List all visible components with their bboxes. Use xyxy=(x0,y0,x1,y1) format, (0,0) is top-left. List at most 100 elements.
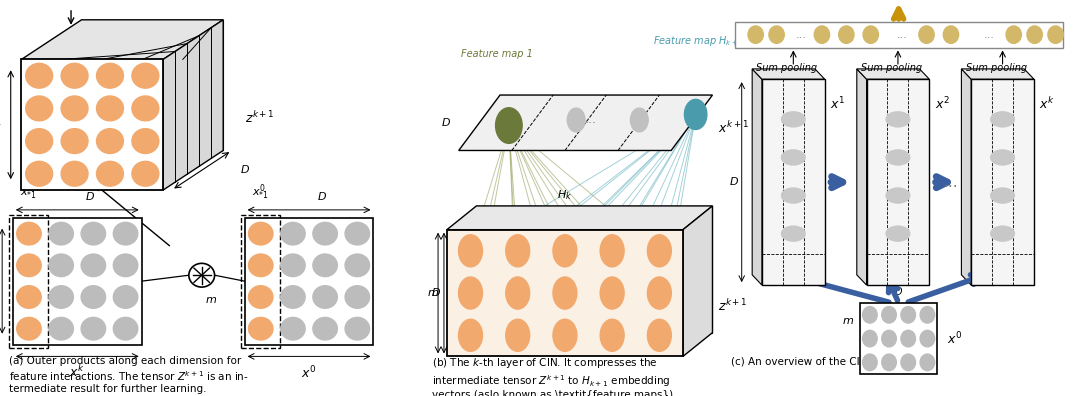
Circle shape xyxy=(61,63,88,88)
Circle shape xyxy=(249,318,273,340)
Circle shape xyxy=(26,96,53,121)
Circle shape xyxy=(49,318,73,340)
Circle shape xyxy=(505,235,530,267)
Circle shape xyxy=(281,222,305,245)
Polygon shape xyxy=(752,69,825,79)
Circle shape xyxy=(249,222,273,245)
Ellipse shape xyxy=(599,298,626,306)
Ellipse shape xyxy=(781,225,806,242)
Text: (a) Outer products along each dimension for
feature interactions. The tensor $Z^: (a) Outer products along each dimension … xyxy=(9,356,248,394)
Circle shape xyxy=(882,354,896,371)
Circle shape xyxy=(631,108,648,132)
Circle shape xyxy=(882,330,896,347)
Circle shape xyxy=(553,319,577,351)
Text: m: m xyxy=(842,316,853,326)
Circle shape xyxy=(647,319,672,351)
Circle shape xyxy=(82,254,105,276)
Circle shape xyxy=(97,63,123,88)
Bar xyxy=(971,79,1034,285)
Circle shape xyxy=(132,161,159,186)
Circle shape xyxy=(61,129,88,154)
Text: $H_k$: $H_k$ xyxy=(0,118,2,131)
Circle shape xyxy=(61,96,88,121)
Ellipse shape xyxy=(990,187,1015,204)
Circle shape xyxy=(132,96,159,121)
Circle shape xyxy=(882,307,896,323)
Text: $x^0_{*1}$: $x^0_{*1}$ xyxy=(252,183,269,202)
Ellipse shape xyxy=(885,187,911,204)
Circle shape xyxy=(49,254,73,276)
Text: $H_k$: $H_k$ xyxy=(557,188,573,202)
Ellipse shape xyxy=(552,340,578,348)
Bar xyxy=(245,218,373,345)
Circle shape xyxy=(814,26,829,43)
Ellipse shape xyxy=(646,340,673,348)
Circle shape xyxy=(918,26,935,43)
Circle shape xyxy=(496,108,523,143)
Text: $x^0$: $x^0$ xyxy=(302,364,317,381)
Ellipse shape xyxy=(457,340,484,348)
Circle shape xyxy=(17,286,41,308)
Ellipse shape xyxy=(457,255,484,264)
Ellipse shape xyxy=(990,111,1015,128)
Circle shape xyxy=(600,319,624,351)
Text: $x^k$: $x^k$ xyxy=(70,364,85,380)
Polygon shape xyxy=(856,69,867,285)
Text: $x^k_{*1}$: $x^k_{*1}$ xyxy=(20,183,38,202)
Circle shape xyxy=(49,286,73,308)
Text: D: D xyxy=(240,165,249,175)
Circle shape xyxy=(346,318,369,340)
Bar xyxy=(867,79,929,285)
Polygon shape xyxy=(856,69,929,79)
Circle shape xyxy=(600,235,624,267)
Text: $x^1$: $x^1$ xyxy=(829,95,844,112)
Ellipse shape xyxy=(599,255,626,264)
Polygon shape xyxy=(476,206,712,333)
Ellipse shape xyxy=(990,225,1015,242)
Circle shape xyxy=(346,222,369,245)
Text: ...: ... xyxy=(943,175,958,190)
Circle shape xyxy=(26,63,53,88)
Circle shape xyxy=(901,330,915,347)
Circle shape xyxy=(1048,26,1063,43)
Circle shape xyxy=(921,330,935,347)
Circle shape xyxy=(281,254,305,276)
Circle shape xyxy=(17,254,41,276)
Circle shape xyxy=(505,319,530,351)
Circle shape xyxy=(901,307,915,323)
Ellipse shape xyxy=(504,255,531,264)
Polygon shape xyxy=(82,20,223,150)
Text: Sum pooling: Sum pooling xyxy=(756,63,818,73)
Text: D: D xyxy=(86,192,94,202)
Circle shape xyxy=(26,161,53,186)
Circle shape xyxy=(600,277,624,309)
Text: D: D xyxy=(895,287,902,297)
Circle shape xyxy=(458,235,483,267)
Circle shape xyxy=(921,307,935,323)
Text: (b) The $k$-th layer of CIN. It compresses the
intermediate tensor $Z^{k+1}$ to : (b) The $k$-th layer of CIN. It compress… xyxy=(432,356,677,396)
Circle shape xyxy=(685,99,707,129)
Circle shape xyxy=(505,277,530,309)
Text: $z^{k+1}$: $z^{k+1}$ xyxy=(719,298,748,314)
Polygon shape xyxy=(752,69,762,285)
Circle shape xyxy=(943,26,958,43)
Polygon shape xyxy=(163,20,223,190)
Ellipse shape xyxy=(504,298,531,306)
Bar xyxy=(241,215,280,348)
Text: ...: ... xyxy=(585,114,597,126)
Polygon shape xyxy=(961,69,1034,79)
Circle shape xyxy=(281,286,305,308)
Ellipse shape xyxy=(781,149,806,166)
Text: $H_1$: $H_1$ xyxy=(787,268,799,282)
Text: $z^{k+1}$: $z^{k+1}$ xyxy=(245,110,275,126)
Circle shape xyxy=(114,286,137,308)
Circle shape xyxy=(839,26,854,43)
Ellipse shape xyxy=(885,149,911,166)
Text: D: D xyxy=(318,192,326,202)
Circle shape xyxy=(249,254,273,276)
Text: ...: ... xyxy=(897,30,908,40)
Circle shape xyxy=(346,286,369,308)
Ellipse shape xyxy=(599,340,626,348)
Circle shape xyxy=(61,161,88,186)
Ellipse shape xyxy=(552,255,578,264)
